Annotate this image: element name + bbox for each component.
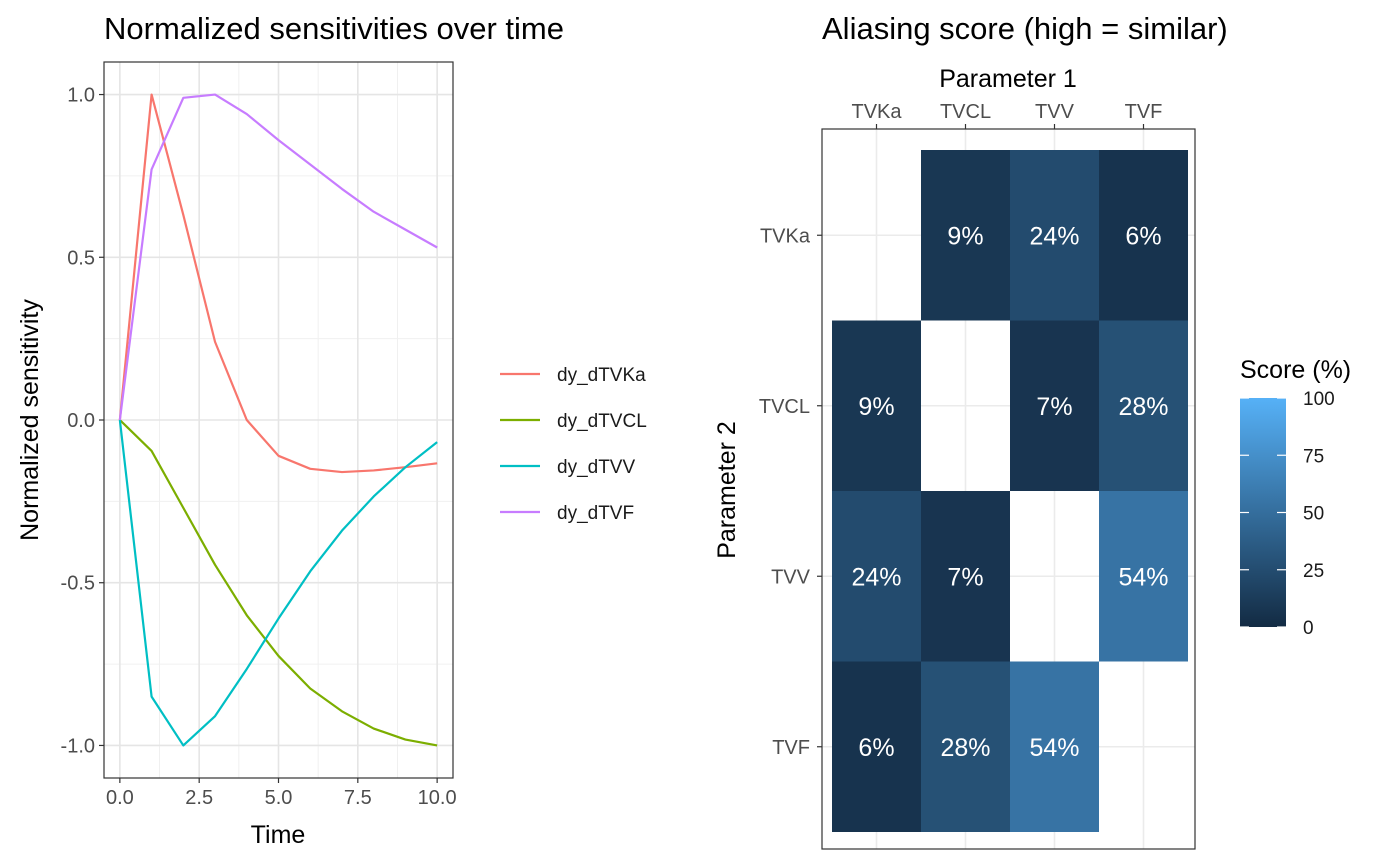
heatmap-x-label: Parameter 1 [939,65,1077,93]
x-tick-label: 10.0 [418,787,457,809]
heatmap-cell-TVKa-TVCL [921,150,1010,321]
legend-label: dy_dTVF [557,503,634,524]
y-tick-label: 0.5 [67,247,95,269]
y-tick-label: TVKa [760,225,811,247]
heatmap-cell-label: 9% [947,222,983,250]
heatmap-cell-label: 24% [851,563,901,591]
colorbar-tick-label: 25 [1303,561,1324,582]
y-tick-label: 1.0 [67,85,95,107]
line-chart-legend: dy_dTVKa dy_dTVCL dy_dTVV dy_dTVF [500,365,647,524]
y-tick-label: TVCL [759,396,810,418]
heatmap-cell-TVKa-TVV [1010,150,1099,321]
heatmap-cell-TVKa-TVF [1099,150,1188,321]
line-chart-series [118,93,438,747]
series-line-dy_dTVF [118,93,438,421]
heatmap-panel-border [821,128,1196,850]
heatmap-cell-label: 28% [940,734,990,762]
series-line-dy_dTVV [118,419,438,747]
heatmap-x-axis: TVKa TVCL TVV TVF [851,101,1162,129]
x-tick-label: 2.5 [185,787,213,809]
heatmap-cell-label: 6% [858,734,894,762]
x-tick-label: TVF [1125,101,1163,123]
heatmap-cell-TVF-TVCL [921,661,1010,832]
heatmap-y-axis: TVKa TVCL TVV TVF [759,225,822,759]
x-tick-label: 5.0 [265,787,293,809]
line-chart-grid [104,62,453,778]
x-tick-label: 0.0 [106,787,134,809]
colorbar-tick-label: 75 [1303,446,1324,467]
heatmap-y-label: Parameter 2 [713,421,741,559]
x-tick-label: TVCL [940,101,991,123]
heatmap-cell-label: 54% [1118,563,1168,591]
y-tick-label: 0.0 [67,410,95,432]
heatmap-cell-TVCL-TVV [1010,320,1099,491]
y-tick-label: TVV [771,566,811,588]
y-tick-label: -1.0 [61,735,95,757]
line-chart-y-axis: 1.0 0.5 0.0 -0.5 -1.0 [61,85,104,757]
legend-label: dy_dTVV [557,457,635,478]
heatmap-cells: 9% 24% 6% 9% 7% 28% 24% 7% 54% 6% 28% 54% [832,150,1188,832]
heatmap-chart: Aliasing score (high = similar) Paramete… [713,11,1351,850]
series-line-dy_dTVKa [118,93,438,474]
line-chart: Normalized sensitivities over time 1.0 0.… [16,11,647,849]
heatmap-cell-label: 6% [1125,222,1161,250]
heatmap-cell-TVV-TVKa [832,491,921,662]
heatmap-cell-TVCL-TVKa [832,320,921,491]
heatmap-cell-label: 28% [1118,393,1168,421]
colorbar-tick-label: 100 [1303,389,1335,410]
heatmap-cell-label: 7% [1036,393,1072,421]
line-chart-x-label: Time [251,821,306,849]
heatmap-cell-TVF-TVV [1010,661,1099,832]
heatmap-cell-TVF-TVKa [832,661,921,832]
line-chart-title: Normalized sensitivities over time [104,11,564,46]
x-tick-label: TVKa [851,101,902,123]
legend-label: dy_dTVCL [557,411,647,432]
heatmap-cell-label: 24% [1029,222,1079,250]
heatmap-cell-label: 7% [947,563,983,591]
heatmap-cell-TVV-TVCL [921,491,1010,662]
x-tick-label: 7.5 [344,787,372,809]
line-chart-y-label: Normalized sensitivity [16,299,44,541]
x-tick-label: TVV [1035,101,1075,123]
colorbar-tick-label: 50 [1303,504,1324,525]
y-tick-label: -0.5 [61,573,95,595]
heatmap-cell-label: 54% [1029,734,1079,762]
heatmap-title: Aliasing score (high = similar) [822,11,1228,46]
colorbar-tick-label: 0 [1303,618,1314,639]
series-line-dy_dTVCL [119,419,438,747]
heatmap-colorbar: Score (%) 100 75 50 25 0 [1240,356,1351,639]
line-chart-x-axis: 0.0 2.5 5.0 7.5 10.0 [106,778,457,809]
colorbar-title: Score (%) [1240,356,1351,384]
heatmap-cell-TVV-TVF [1099,491,1188,662]
heatmap-cell-TVCL-TVF [1099,320,1188,491]
legend-label: dy_dTVKa [557,365,646,386]
heatmap-cell-label: 9% [858,393,894,421]
y-tick-label: TVF [772,737,810,759]
